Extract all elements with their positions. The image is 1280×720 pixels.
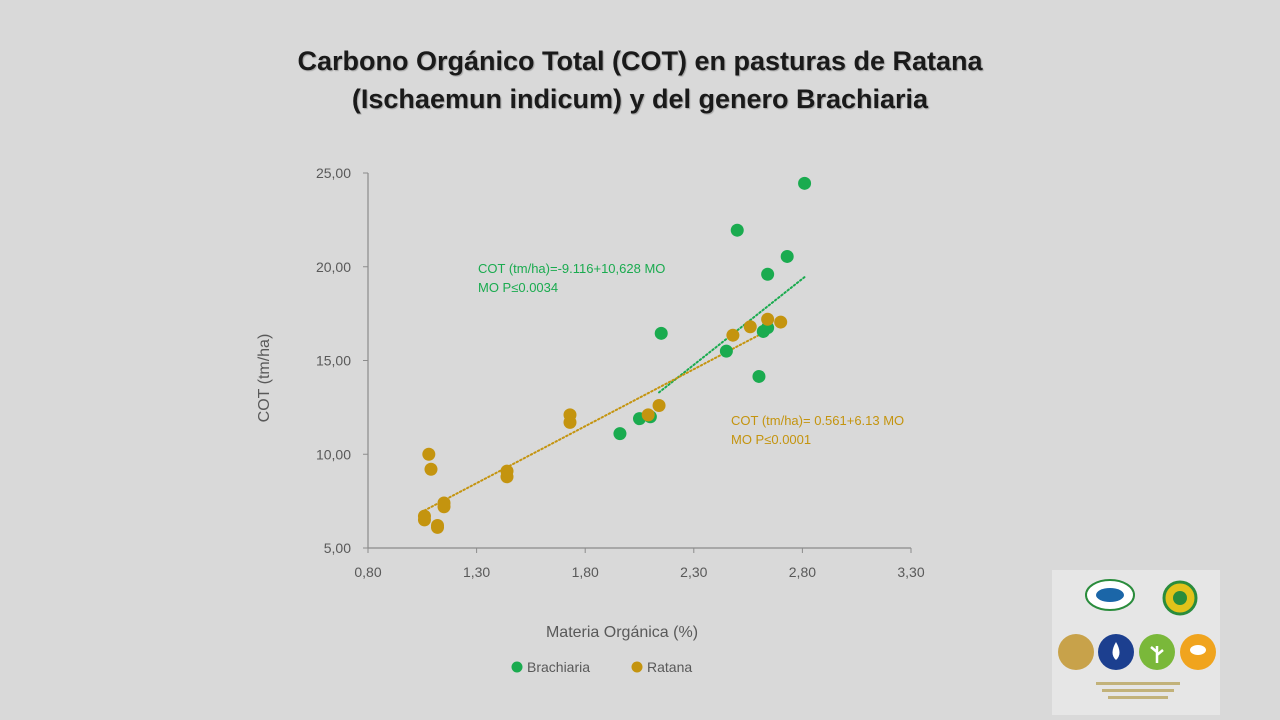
- x-axis-label: Materia Orgánica (%): [546, 624, 698, 641]
- data-points: [417, 176, 812, 534]
- data-point-ratana: [652, 399, 666, 412]
- equation-annotation-brachiaria: MO P≤0.0034: [478, 280, 558, 295]
- data-point-ratana: [500, 464, 514, 478]
- equation-annotation-ratana: MO P≤0.0001: [731, 432, 811, 447]
- x-tick-label: 0,80: [354, 564, 381, 580]
- data-point-ratana: [641, 408, 655, 422]
- data-point-ratana: [743, 320, 757, 334]
- annotations: COT (tm/ha)=-9.116+10,628 MO MO P≤0.0034 C…: [478, 261, 904, 447]
- equation-annotation-ratana: COT (tm/ha)= 0.561+6.13 MO: [731, 413, 904, 428]
- logo-caption-lines-2: [1102, 689, 1174, 692]
- y-tick-label: 25,00: [316, 165, 351, 181]
- data-point-ratana: [422, 447, 436, 461]
- legend-marker-brachiaria: [511, 661, 523, 673]
- data-point-brachiaria: [613, 427, 627, 441]
- y-tick-label: 5,00: [324, 540, 351, 556]
- data-point-brachiaria: [719, 344, 733, 358]
- slide-title-line-1: Carbono Orgánico Total (COT) en pasturas…: [297, 46, 983, 76]
- data-point-ratana: [424, 462, 438, 476]
- data-point-ratana: [726, 328, 740, 342]
- y-tick-label: 15,00: [316, 353, 351, 369]
- data-point-brachiaria: [780, 249, 794, 263]
- logo-caption-lines: [1096, 682, 1180, 685]
- axes: 5,00 10,00 15,00 20,00 25,00 0,80 1,30 1,80 2,30…: [316, 165, 925, 580]
- data-point-brachiaria: [798, 176, 812, 190]
- trendlines: [423, 276, 806, 512]
- milk-drop-shape: [1112, 642, 1120, 660]
- y-axis-label: COT (tm/ha): [256, 334, 273, 423]
- legend-label-brachiaria: Brachiaria: [527, 659, 590, 675]
- plant-shape: [1150, 646, 1164, 663]
- speech-bubble-shape: [1190, 645, 1206, 655]
- logos-graphic: [1058, 579, 1216, 699]
- data-point-ratana: [761, 312, 775, 326]
- trendline-ratana: [423, 329, 769, 512]
- legend-label-ratana: Ratana: [647, 659, 692, 675]
- logo-caption-lines-3: [1108, 696, 1168, 699]
- slide-title-line-2: (Ischaemun indicum) y del genero Brachia…: [351, 84, 929, 114]
- data-point-brachiaria: [752, 369, 766, 383]
- y-tick-label: 20,00: [316, 259, 351, 275]
- partner-logos: [1052, 570, 1220, 715]
- inta-logo-swoosh: [1096, 588, 1124, 602]
- data-point-ratana: [417, 509, 431, 523]
- legend: Brachiaria Ratana: [511, 659, 692, 675]
- x-tick-label: 2,30: [680, 564, 707, 580]
- equation-annotation-brachiaria: COT (tm/ha)=-9.116+10,628 MO: [478, 261, 665, 276]
- corporation-seal-center: [1173, 591, 1187, 605]
- legend-marker-ratana: [631, 661, 643, 673]
- data-point-brachiaria: [761, 267, 775, 281]
- data-point-brachiaria: [654, 326, 668, 340]
- x-tick-label: 3,30: [897, 564, 924, 580]
- y-tick-label: 10,00: [316, 446, 351, 462]
- data-point-ratana: [563, 408, 577, 422]
- data-point-ratana: [437, 496, 451, 510]
- x-tick-label: 2,80: [789, 564, 816, 580]
- x-tick-label: 1,80: [572, 564, 599, 580]
- cattle-icon: [1058, 634, 1094, 670]
- x-tick-label: 1,30: [463, 564, 490, 580]
- data-point-brachiaria: [730, 223, 744, 237]
- data-point-ratana: [774, 315, 788, 329]
- data-point-ratana: [431, 519, 445, 532]
